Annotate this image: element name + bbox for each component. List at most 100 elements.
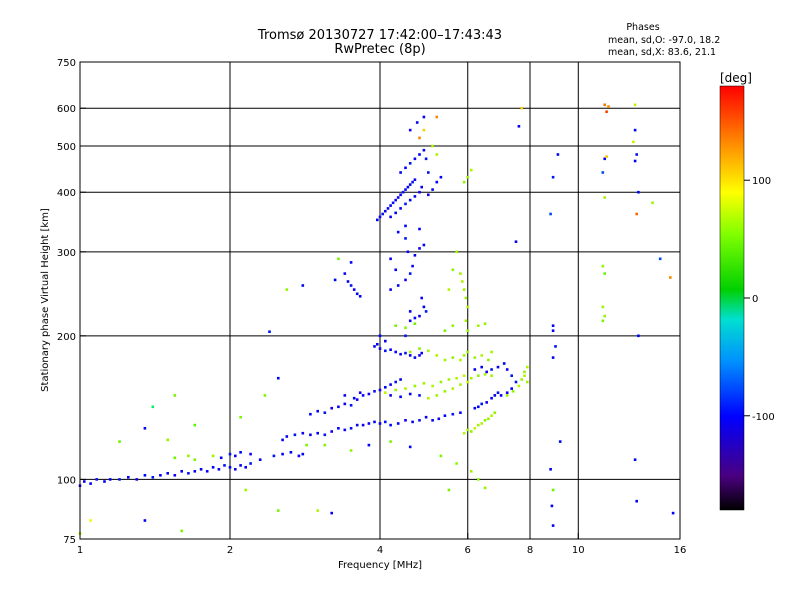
data-point xyxy=(343,272,347,275)
data-point xyxy=(483,322,487,325)
data-point xyxy=(95,478,98,481)
data-point xyxy=(378,388,382,392)
data-point xyxy=(293,433,297,437)
data-point xyxy=(637,190,640,194)
data-point xyxy=(211,466,215,469)
data-point xyxy=(459,272,462,275)
data-point xyxy=(187,454,190,458)
data-point xyxy=(404,334,407,338)
data-point xyxy=(355,292,359,296)
data-point xyxy=(490,414,493,417)
data-point xyxy=(384,391,387,394)
data-point xyxy=(413,322,417,325)
y-tick-label: 300 xyxy=(57,248,76,259)
data-point xyxy=(166,438,169,442)
data-point xyxy=(427,193,430,197)
data-point xyxy=(367,443,371,447)
data-point xyxy=(487,417,490,421)
data-point xyxy=(337,427,340,430)
data-point xyxy=(378,422,382,425)
data-point xyxy=(603,272,606,275)
data-point xyxy=(239,415,242,419)
data-point xyxy=(316,431,319,435)
data-point xyxy=(485,401,488,404)
x-tick-label: 1 xyxy=(77,545,83,556)
data-point xyxy=(309,433,312,437)
data-point xyxy=(462,180,466,184)
data-point xyxy=(352,396,356,400)
data-point xyxy=(443,329,447,332)
data-point xyxy=(439,454,443,458)
data-point xyxy=(413,195,417,198)
data-point xyxy=(413,384,417,388)
data-point xyxy=(459,411,462,414)
data-point xyxy=(343,402,347,406)
data-point xyxy=(551,324,555,327)
data-point xyxy=(477,324,480,327)
data-point xyxy=(389,394,392,397)
data-point xyxy=(193,458,197,461)
data-point xyxy=(394,388,397,392)
data-point xyxy=(418,354,421,357)
data-point xyxy=(514,380,518,384)
data-point xyxy=(404,166,407,170)
data-point xyxy=(510,374,513,377)
data-point xyxy=(490,374,493,377)
data-point xyxy=(517,125,521,128)
data-point xyxy=(263,394,267,397)
data-point xyxy=(83,480,86,483)
data-point xyxy=(633,103,637,107)
data-point xyxy=(239,451,242,454)
data-point xyxy=(404,326,407,329)
data-point xyxy=(413,178,417,181)
data-point xyxy=(258,458,262,461)
data-point xyxy=(437,417,441,421)
data-point xyxy=(406,185,410,189)
data-point xyxy=(635,212,638,216)
data-point xyxy=(523,374,526,377)
grid xyxy=(80,62,680,539)
colorbar-tick-label: 0 xyxy=(752,294,758,305)
data-point xyxy=(418,347,421,350)
data-point xyxy=(217,468,221,471)
data-point xyxy=(239,464,242,467)
data-point xyxy=(361,423,365,427)
data-point xyxy=(431,384,434,388)
data-point xyxy=(422,243,426,247)
data-point xyxy=(193,423,197,427)
data-point xyxy=(268,330,271,333)
data-point xyxy=(228,452,232,456)
data-point xyxy=(470,168,473,172)
data-point xyxy=(549,212,552,216)
data-point xyxy=(323,433,327,437)
data-point xyxy=(277,509,280,512)
data-point xyxy=(418,419,421,422)
data-point xyxy=(408,392,412,396)
x-tick-label: 8 xyxy=(527,545,533,556)
data-point xyxy=(496,365,500,369)
data-point xyxy=(443,390,447,393)
data-point xyxy=(399,193,402,197)
data-point xyxy=(396,284,400,287)
data-point xyxy=(669,276,672,279)
data-point xyxy=(422,115,426,119)
data-point xyxy=(422,382,426,385)
data-point xyxy=(301,452,305,456)
data-point xyxy=(550,504,554,508)
data-point xyxy=(511,390,515,393)
data-point xyxy=(205,470,209,473)
data-point xyxy=(493,411,497,414)
data-point xyxy=(301,284,305,287)
data-point xyxy=(386,207,390,210)
data-point xyxy=(462,374,466,377)
x-axis-ticks: 1 2 4 6 8 10 16 xyxy=(77,533,686,556)
y-axis-ticks: 75 100 200 300 400 500 600 750 xyxy=(57,58,86,546)
data-point xyxy=(408,183,412,186)
data-point xyxy=(404,419,407,422)
data-point xyxy=(323,411,327,414)
data-point xyxy=(343,394,347,397)
data-point xyxy=(180,529,183,533)
data-point xyxy=(277,376,280,380)
data-point xyxy=(493,394,497,397)
data-point xyxy=(603,103,606,107)
